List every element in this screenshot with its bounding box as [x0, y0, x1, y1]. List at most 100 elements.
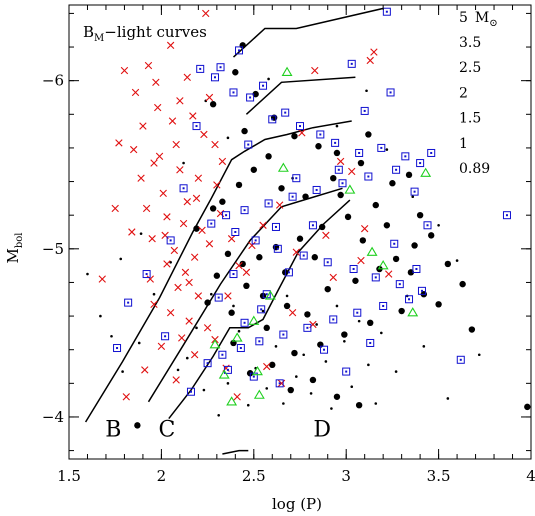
blue-squares-point	[257, 305, 266, 314]
plot-frame	[68, 4, 532, 460]
small-dots-point	[274, 345, 278, 348]
large-dots-point	[278, 185, 285, 192]
large-dots-point	[324, 285, 331, 293]
blue-squares-point	[236, 344, 245, 353]
red-crosses-point	[154, 103, 162, 112]
blue-squares-point	[331, 138, 340, 147]
blue-squares-point	[412, 264, 421, 273]
small-dots-point	[282, 402, 285, 405]
red-crosses-point	[142, 204, 151, 213]
red-crosses-point	[144, 61, 153, 70]
large-dots-point	[365, 131, 372, 138]
blue-squares-point	[246, 93, 255, 102]
mass-label: 5 M⊙	[459, 10, 498, 29]
green-triangles-point	[252, 365, 263, 376]
blue-squares-point	[161, 332, 170, 341]
small-dots-point	[335, 124, 339, 128]
red-crosses-point	[115, 139, 123, 147]
red-crosses-point	[227, 235, 236, 243]
small-dots-point	[185, 356, 189, 360]
blue-squares-point	[355, 148, 364, 157]
red-crosses-point	[277, 379, 286, 388]
blue-squares-point	[229, 270, 238, 279]
annotation-rest: −light curves	[104, 23, 207, 41]
track-bottom	[222, 449, 249, 455]
blue-squares-point	[323, 258, 332, 267]
mass-label: 2.5	[459, 60, 481, 76]
red-crosses-point	[360, 224, 369, 233]
large-dots-point	[243, 282, 250, 290]
red-crosses-point	[179, 219, 188, 228]
blue-squares-point	[203, 359, 212, 368]
large-dots-point	[405, 171, 413, 179]
blue-squares-point	[390, 239, 399, 248]
small-dots-point	[261, 309, 265, 313]
large-dots-point	[344, 213, 352, 221]
blue-squares-point	[255, 337, 264, 346]
track-B	[84, 120, 352, 423]
track-top1	[232, 7, 384, 58]
blue-squares-point	[288, 192, 297, 201]
large-dots-point	[241, 127, 248, 135]
green-triangles-point	[264, 290, 276, 300]
x-tick-label: 2.5	[242, 467, 266, 485]
large-dots-point	[304, 311, 311, 318]
y-tick-label: −4	[42, 408, 64, 426]
small-dots-point	[437, 223, 440, 227]
large-dots-point	[435, 301, 442, 308]
large-dots-point	[283, 302, 291, 310]
small-dots-point	[309, 392, 313, 395]
large-dots-point	[235, 181, 243, 189]
large-dots-point	[330, 174, 337, 182]
annotation-main: B	[83, 23, 94, 41]
blue-squares-point	[264, 199, 273, 208]
red-crosses-point	[176, 166, 184, 174]
red-crosses-point	[128, 228, 136, 236]
annotation-text: BM−light curves	[83, 23, 207, 44]
red-crosses-point	[168, 117, 177, 125]
small-dots-point	[446, 397, 450, 400]
red-crosses-point	[275, 201, 284, 209]
red-crosses-point	[218, 157, 227, 166]
small-dots-point	[285, 294, 289, 298]
large-dots-point	[291, 132, 298, 140]
small-dots-point	[152, 292, 156, 296]
red-crosses-point	[311, 66, 319, 75]
small-dots-point	[237, 329, 241, 333]
mass-label: 1	[459, 136, 468, 152]
mass-label: 1.5	[459, 111, 481, 127]
red-crosses-point	[194, 292, 203, 300]
large-dots-point	[256, 254, 263, 261]
green-triangles-point	[209, 339, 221, 349]
blue-squares-point	[353, 308, 362, 317]
large-dots-point	[444, 260, 452, 268]
large-dots-point	[134, 422, 141, 429]
red-crosses-point	[159, 189, 167, 198]
red-crosses-point	[172, 140, 180, 149]
small-dots-point	[315, 323, 318, 326]
large-dots-point	[392, 255, 400, 263]
large-dots-point	[193, 225, 200, 232]
large-dots-point	[459, 280, 466, 288]
small-dots-point	[232, 304, 235, 308]
small-dots-point	[139, 232, 143, 235]
blue-squares-point	[207, 219, 216, 228]
small-dots-point	[380, 331, 383, 335]
mass-label: 3.5	[459, 35, 481, 51]
blue-squares-point	[364, 172, 373, 181]
red-crosses-point	[120, 66, 129, 75]
large-dots-point	[291, 349, 298, 357]
blue-squares-point	[244, 140, 253, 149]
blue-squares-point	[196, 64, 205, 73]
red-crosses-point	[329, 273, 337, 282]
small-dots-point	[137, 341, 141, 345]
large-dots-point	[250, 166, 257, 173]
blue-squares-point	[360, 106, 369, 115]
red-crosses-point	[233, 393, 241, 401]
large-dots-point	[309, 376, 317, 384]
y-tick-label: −5	[42, 240, 64, 258]
green-triangles-point	[231, 332, 243, 342]
red-crosses-point	[176, 97, 184, 105]
blue-squares-point	[320, 345, 329, 354]
red-crosses-point	[174, 283, 182, 292]
